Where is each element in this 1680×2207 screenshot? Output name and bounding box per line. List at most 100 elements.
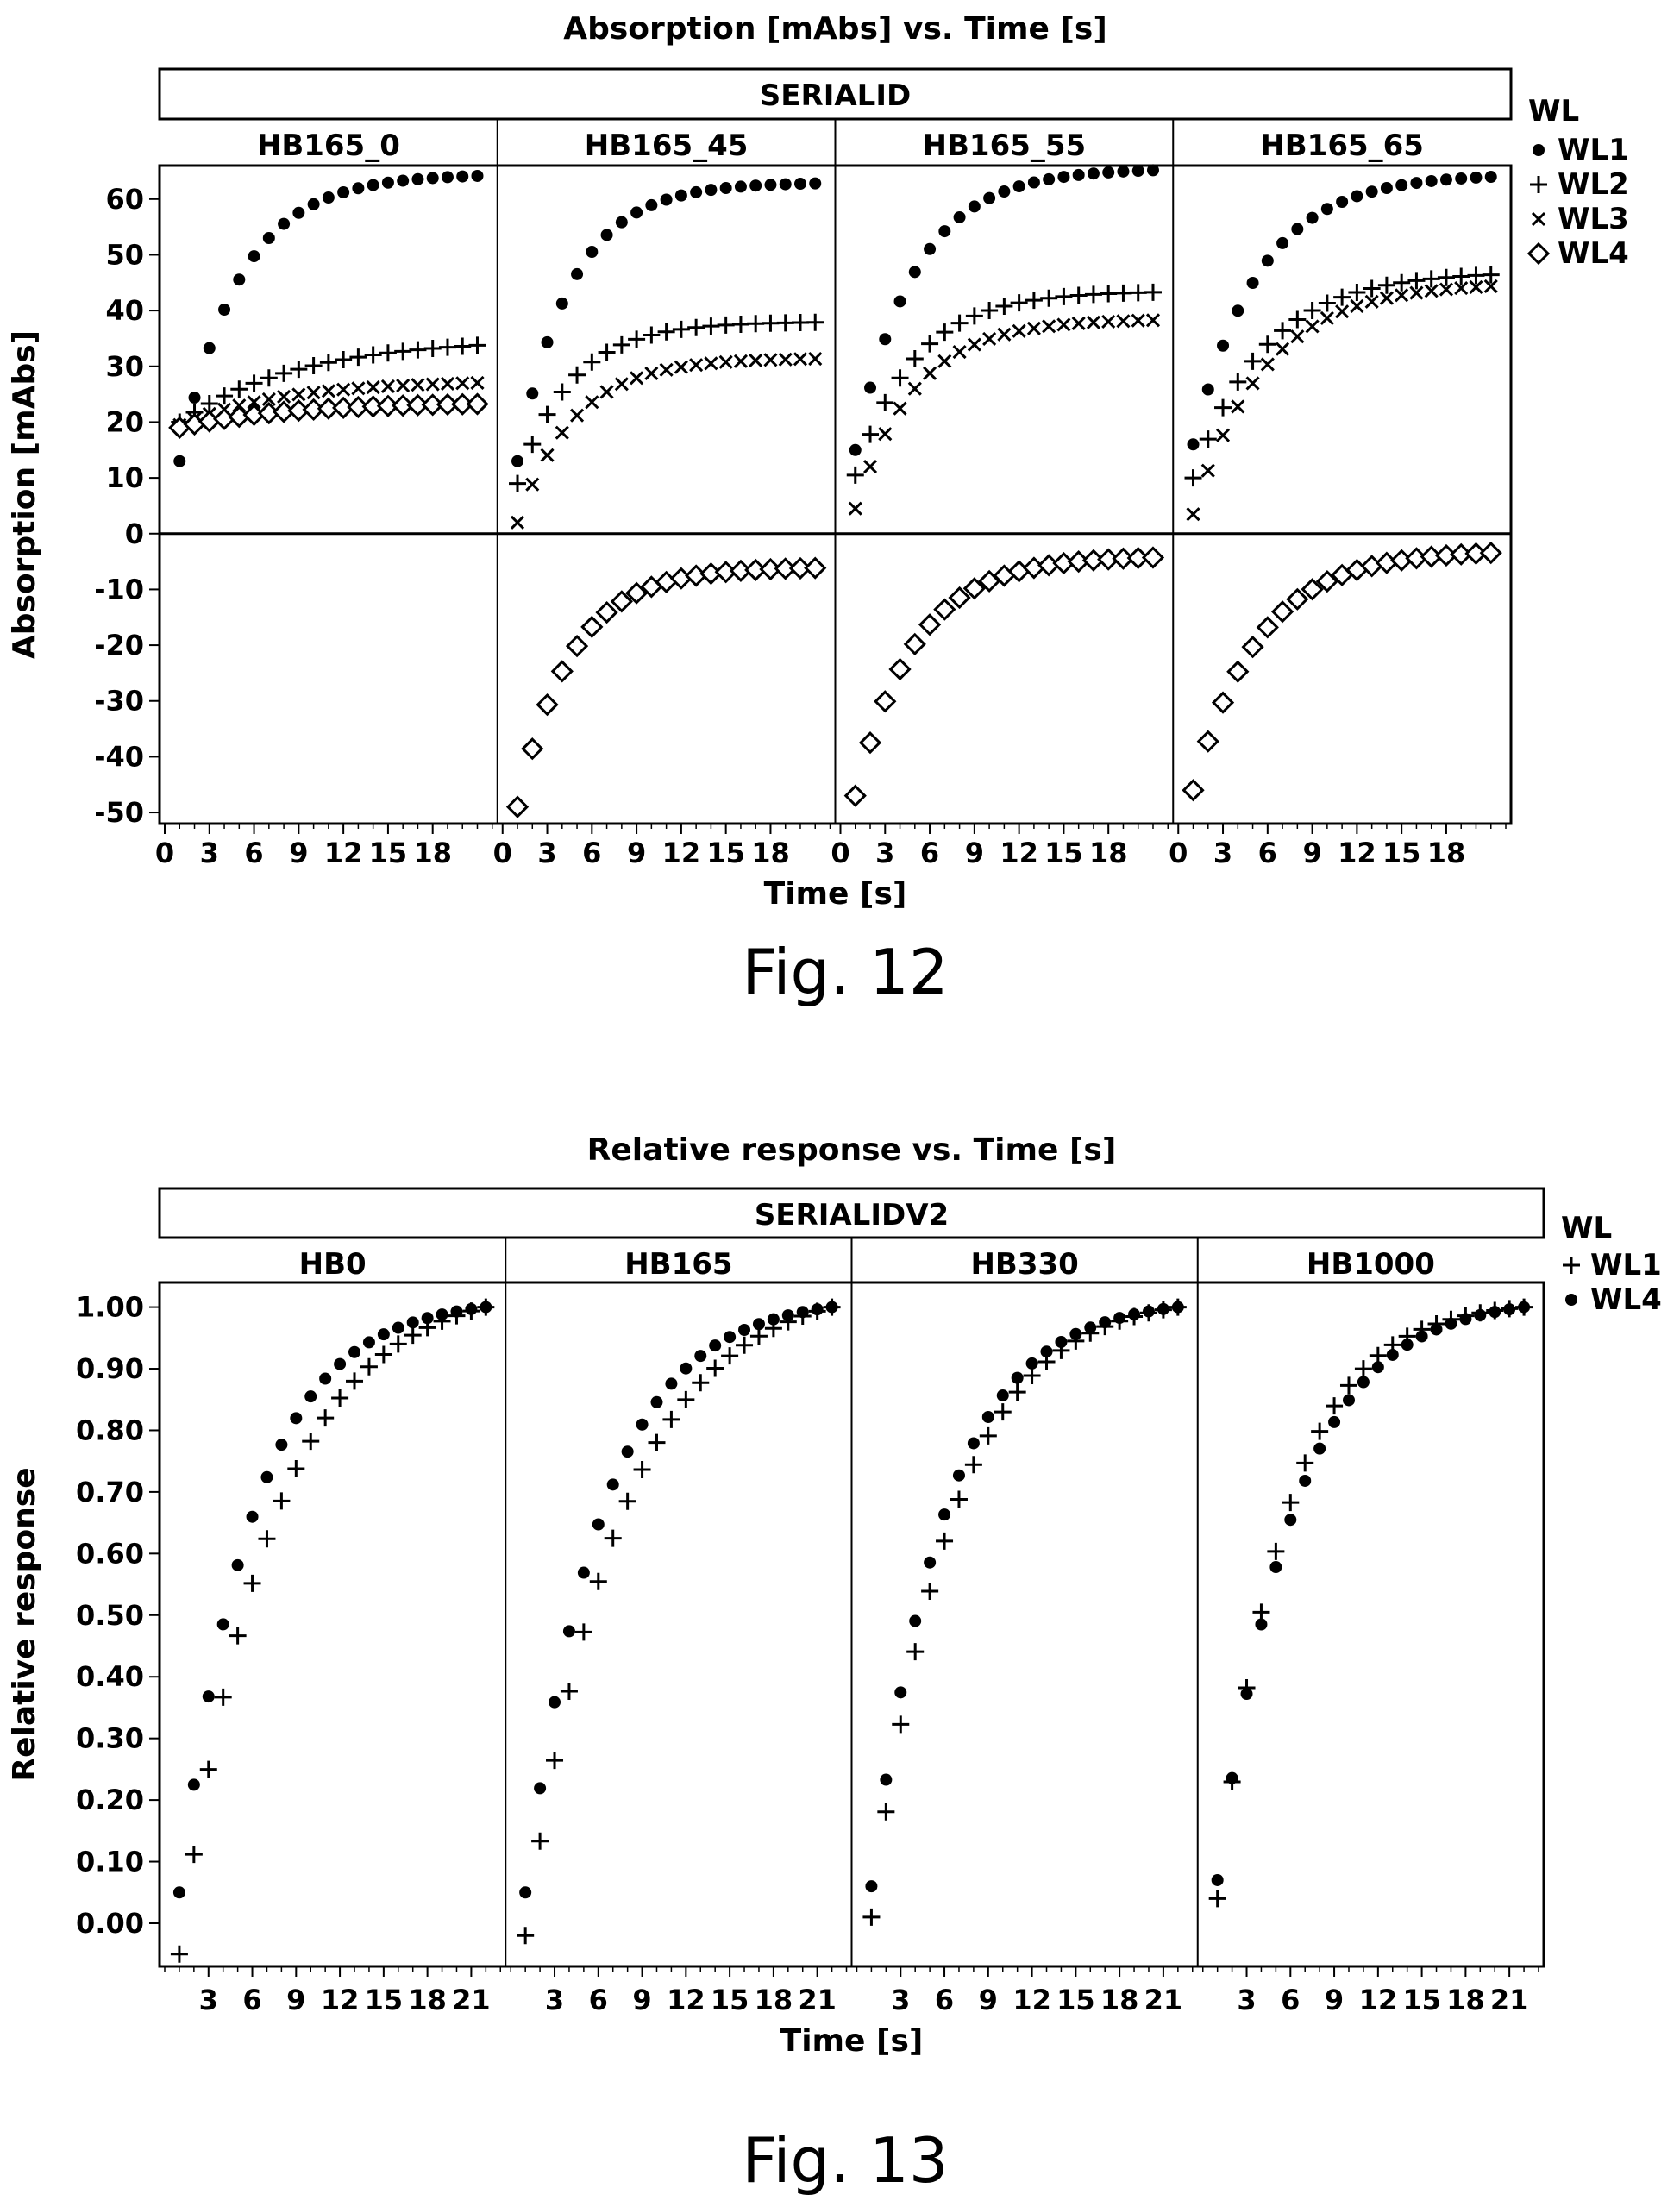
point-hb165-0-wl3: [291, 387, 306, 402]
point-hb165-45-wl2: [806, 313, 824, 331]
point-hb0-wl1: [331, 1389, 349, 1408]
y-tick-label: -40: [94, 740, 144, 773]
point-hb165-65-wl3: [1483, 279, 1498, 294]
legend-title: WL: [1528, 94, 1579, 129]
point-hb330-wl1: [936, 1532, 954, 1550]
point-hb1000-wl4: [1328, 1415, 1341, 1428]
point-hb165-wl1: [692, 1374, 710, 1392]
point-hb165-65-wl1: [1365, 185, 1378, 198]
y-tick-label: 0.00: [76, 1907, 144, 1940]
chart-title: Absorption [mAbs] vs. Time [s]: [563, 11, 1107, 47]
point-hb165-wl1: [574, 1623, 592, 1641]
point-hb1000-wl4: [1445, 1317, 1457, 1330]
point-hb330-wl4: [1040, 1345, 1053, 1358]
legend-label-wl4: WL4: [1558, 236, 1629, 271]
panel-label-hb165-65: HB165_65: [1260, 129, 1424, 163]
point-hb165-55-wl1: [893, 295, 906, 308]
point-hb165-wl4: [680, 1362, 693, 1375]
point-hb165-55-wl2: [1055, 287, 1073, 305]
point-hb330-wl4: [1171, 1301, 1184, 1314]
point-hb165-0-wl2: [454, 337, 472, 355]
point-hb0-wl4: [187, 1778, 200, 1791]
point-hb0-wl4: [377, 1328, 390, 1341]
y-tick-label: -30: [94, 685, 144, 718]
point-hb165-55-wl2: [1100, 285, 1118, 303]
point-hb165-55-wl3: [1101, 314, 1116, 329]
point-hb165-55-wl1: [1057, 171, 1070, 184]
point-hb165-65-wl1: [1217, 339, 1230, 352]
y-tick-label: 0.60: [76, 1537, 144, 1570]
point-hb165-0-wl3: [455, 376, 470, 391]
point-hb165-55-wl3: [967, 337, 981, 352]
point-hb165-0-wl2: [290, 361, 308, 379]
point-hb1000-wl1: [1326, 1397, 1344, 1415]
point-hb165-65-wl1: [1410, 177, 1423, 190]
x-tick-label: 6: [244, 837, 263, 869]
point-hb0-wl1: [273, 1492, 291, 1510]
panel-label-hb165-0: HB165_0: [257, 129, 400, 163]
y-tick-label: 40: [105, 294, 144, 327]
point-hb165-45-wl1: [586, 246, 599, 259]
point-hb165-45-wl2: [523, 436, 542, 454]
point-hb0-wl1: [346, 1372, 364, 1390]
point-hb0-wl1: [404, 1326, 422, 1345]
y-axis-title: Relative response: [7, 1467, 42, 1781]
point-hb0-wl4: [304, 1390, 317, 1403]
x-tick-label: 12: [324, 837, 363, 869]
point-hb165-65-wl1: [1306, 211, 1319, 224]
point-hb165-wl1: [604, 1529, 622, 1547]
point-hb165-45-wl1: [630, 206, 643, 219]
point-hb165-45-wl2: [791, 314, 809, 332]
point-hb165-wl1: [662, 1410, 680, 1428]
point-hb165-65-wl3: [1424, 284, 1439, 298]
point-hb165-55-wl1: [1087, 167, 1100, 180]
point-hb165-45-wl4: [565, 634, 589, 658]
point-hb165-65-wl2: [1303, 302, 1321, 320]
point-hb0-wl1: [287, 1459, 305, 1477]
y-tick-label: -10: [94, 573, 144, 605]
point-hb1000-wl4: [1269, 1561, 1282, 1574]
point-hb165-55-wl3: [1116, 314, 1131, 329]
point-hb0-wl4: [421, 1312, 434, 1325]
x-tick-label: 18: [1427, 837, 1466, 869]
point-hb165-0-wl2: [409, 341, 427, 359]
point-hb165-0-wl3: [277, 389, 291, 404]
strip-title: SERIALID: [760, 78, 911, 113]
point-hb165-45-wl1: [719, 182, 732, 195]
point-hb165-45-wl2: [747, 315, 765, 333]
point-hb1000-wl1: [1282, 1494, 1300, 1512]
point-hb165-65-wl3: [1276, 342, 1290, 356]
point-hb165-55-wl1: [1027, 176, 1040, 189]
point-hb165-0-wl2: [423, 340, 442, 358]
point-hb0-wl1: [170, 1945, 188, 1963]
point-hb165-65-wl3: [1186, 507, 1200, 522]
point-hb1000-wl4: [1503, 1303, 1516, 1316]
absorption-chart: Absorption [mAbs] vs. Time [s] SERIALID HB…: [7, 11, 1629, 912]
x-tick-label: 9: [1302, 837, 1321, 869]
point-hb165-0-wl2: [304, 356, 323, 374]
point-hb165-55-wl3: [923, 366, 937, 380]
point-hb165-55-wl3: [1042, 319, 1056, 334]
point-hb165-45-wl2: [687, 318, 705, 336]
point-hb165-55-wl1: [1117, 165, 1130, 178]
point-hb165-55-wl1: [1072, 168, 1085, 181]
point-hb165-65-wl1: [1276, 236, 1289, 249]
x-tick-label: 6: [582, 837, 601, 869]
point-hb165-45-wl2: [702, 317, 720, 335]
point-hb165-0-wl1: [322, 191, 335, 204]
point-hb165-65-wl2: [1452, 267, 1470, 285]
point-hb330-wl4: [1011, 1371, 1024, 1384]
x-tick-label: 6: [935, 1984, 954, 2016]
point-hb165-65-wl3: [1320, 310, 1334, 326]
point-hb165-45-wl3: [674, 360, 688, 374]
point-hb165-0-wl3: [351, 381, 366, 396]
y-tick-label: -50: [94, 796, 144, 829]
x-tick-label: 0: [155, 837, 174, 869]
point-hb165-0-wl1: [367, 179, 379, 191]
point-hb165-wl1: [560, 1682, 578, 1700]
y-tick-label: 0.50: [76, 1599, 144, 1632]
point-hb165-45-wl3: [510, 515, 525, 530]
point-hb165-65-wl2: [1393, 273, 1411, 292]
point-hb0-wl4: [480, 1301, 492, 1314]
point-hb165-65-wl4: [1270, 600, 1294, 624]
